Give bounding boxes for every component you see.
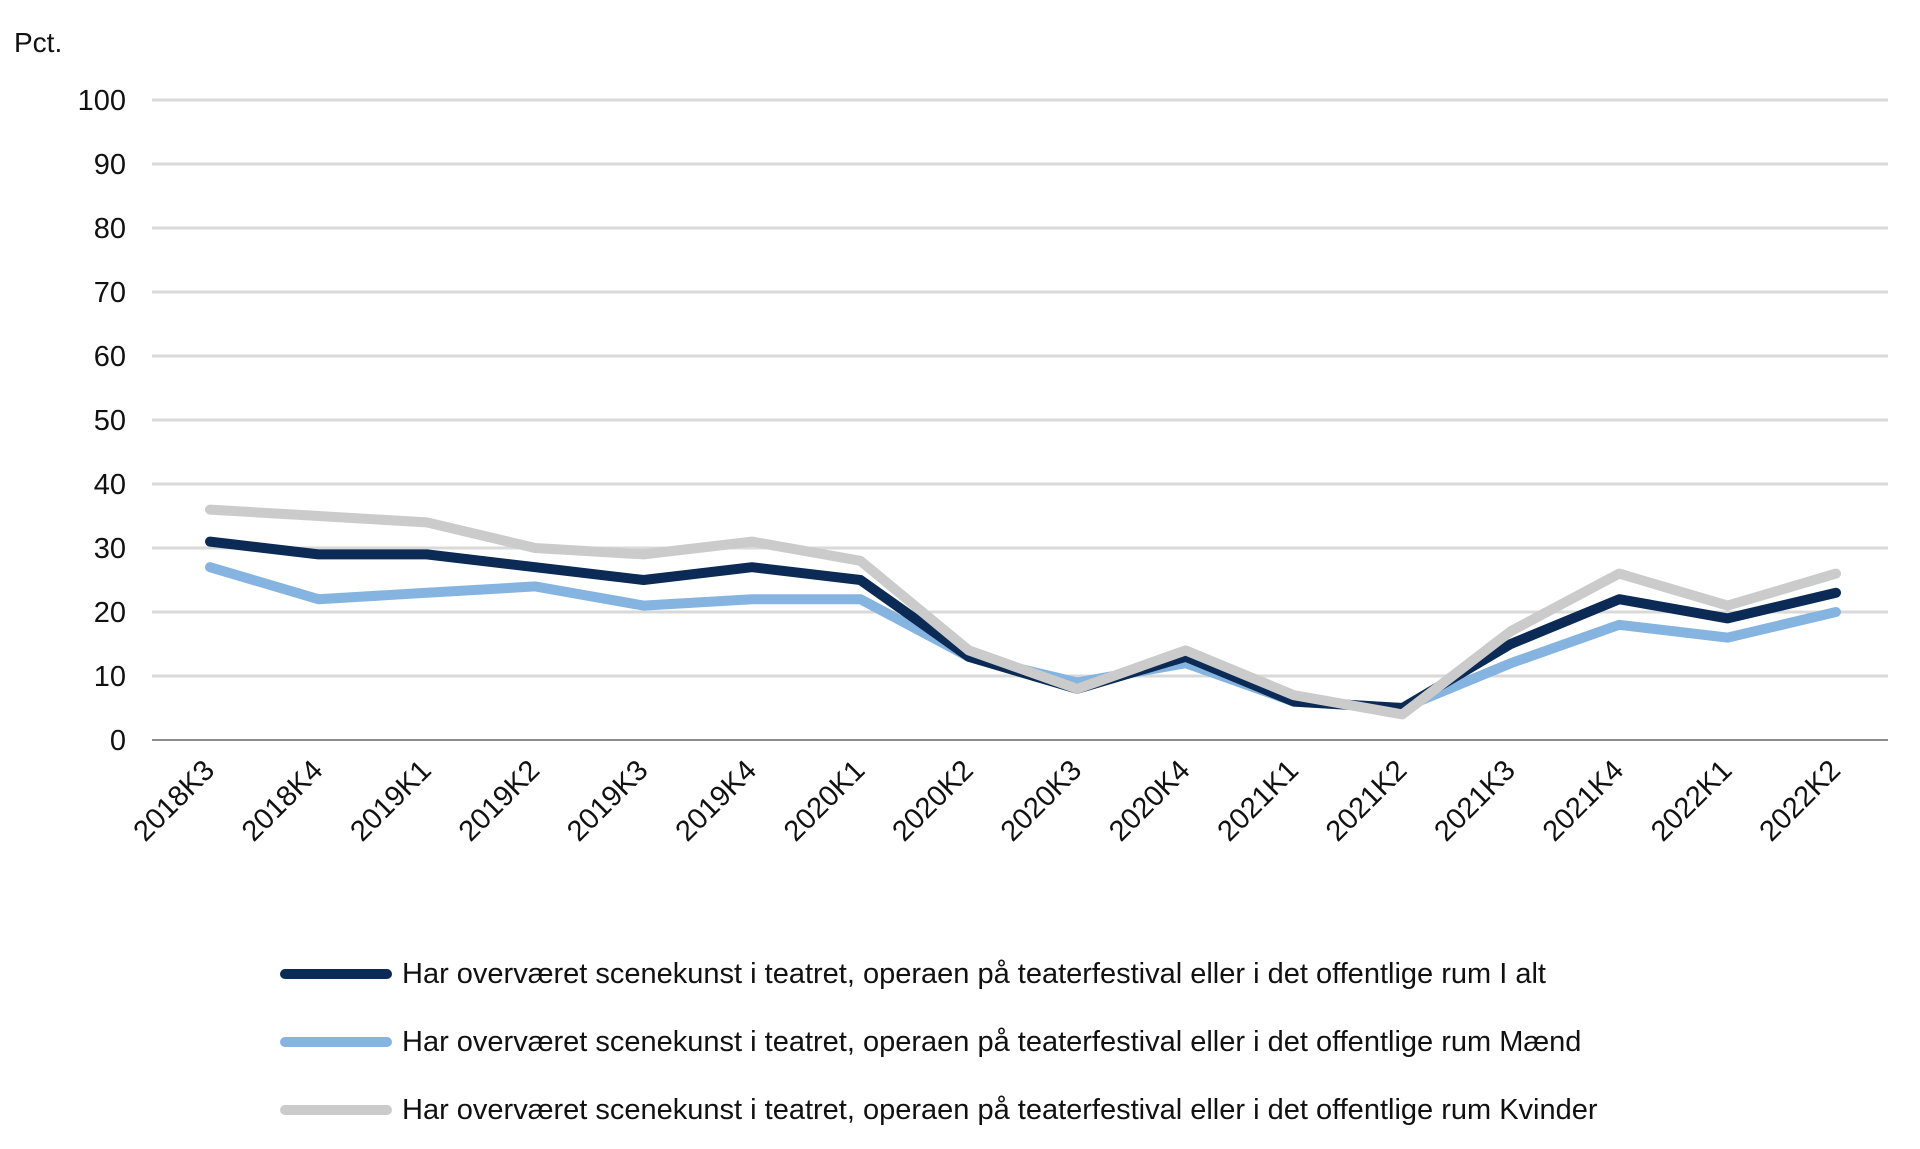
x-tick-label: 2019K4	[670, 754, 763, 847]
x-tick-label: 2021K1	[1212, 754, 1305, 847]
x-tick-label: 2020K1	[778, 754, 871, 847]
x-tick-label: 2019K1	[344, 754, 437, 847]
x-tick-label: 2022K1	[1645, 754, 1738, 847]
series-line-women	[205, 504, 1841, 720]
x-tick-label: 2019K2	[453, 754, 546, 847]
x-tick-label: 2018K3	[128, 754, 221, 847]
y-tick-label: 100	[78, 85, 126, 117]
legend-label-men: Har overværet scenekunst i teatret, oper…	[402, 1025, 1582, 1058]
x-tick-label: 2018K4	[236, 754, 329, 847]
legend-item-total: Har overværet scenekunst i teatret, oper…	[280, 940, 1598, 1008]
x-tick-label: 2020K4	[1103, 754, 1196, 847]
x-axis-ticks: 2018K3 2018K4 2019K1 2019K2 2019K3 2019K4 2020…	[128, 754, 1847, 847]
x-tick-label: 2022K2	[1754, 754, 1847, 847]
legend-swatch-women	[280, 1105, 392, 1115]
y-tick-label: 50	[94, 405, 126, 437]
legend-label-women: Har overværet scenekunst i teatret, oper…	[402, 1093, 1598, 1126]
y-tick-label: 80	[94, 213, 126, 245]
y-tick-label: 60	[94, 341, 126, 373]
y-tick-label: 10	[94, 661, 126, 693]
y-tick-label: 0	[110, 725, 126, 757]
x-tick-label: 2021K2	[1320, 754, 1413, 847]
y-tick-label: 90	[94, 149, 126, 181]
legend-item-men: Har overværet scenekunst i teatret, oper…	[280, 1008, 1598, 1076]
x-tick-label: 2021K4	[1537, 754, 1630, 847]
gridlines	[152, 98, 1888, 741]
legend: Har overværet scenekunst i teatret, oper…	[280, 940, 1598, 1144]
y-tick-label: 30	[94, 533, 126, 565]
series-line-total	[205, 536, 1841, 713]
y-tick-label: 40	[94, 469, 126, 501]
legend-swatch-total	[280, 969, 392, 979]
series-lines	[205, 504, 1841, 720]
x-tick-label: 2020K2	[886, 754, 979, 847]
legend-item-women: Har overværet scenekunst i teatret, oper…	[280, 1076, 1598, 1144]
y-tick-label: 20	[94, 597, 126, 629]
y-tick-label: 70	[94, 277, 126, 309]
x-tick-label: 2020K3	[995, 754, 1088, 847]
x-tick-label: 2021K3	[1428, 754, 1521, 847]
legend-label-total: Har overværet scenekunst i teatret, oper…	[402, 957, 1546, 990]
y-axis-unit-label: Pct.	[14, 27, 62, 58]
legend-swatch-men	[280, 1037, 392, 1047]
x-tick-label: 2019K3	[561, 754, 654, 847]
y-axis-ticks: 0 10 20 30 40 50 60 70 80 90 100	[78, 85, 126, 757]
